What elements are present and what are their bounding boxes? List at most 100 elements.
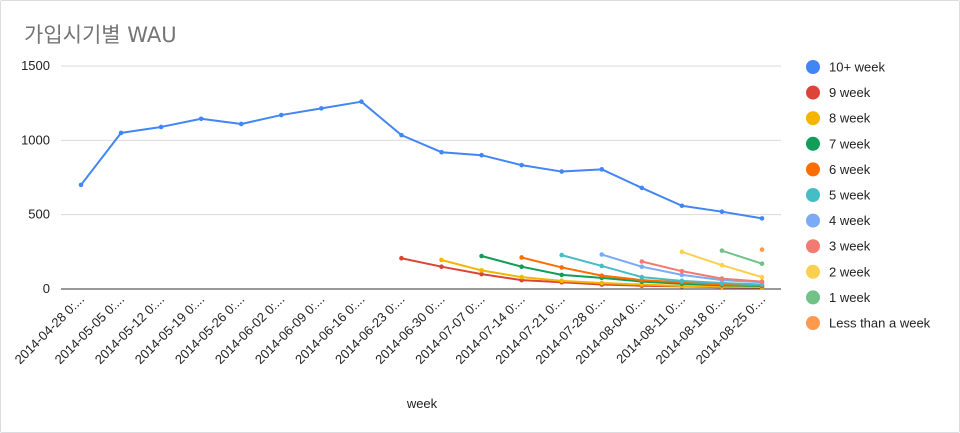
data-point: [639, 185, 645, 191]
legend-label: 4 week: [829, 213, 871, 228]
data-point: [599, 273, 605, 278]
legend-item[interactable]: 6 week: [806, 162, 871, 177]
legend-label: 2 week: [829, 264, 871, 279]
series-10-week: [78, 99, 765, 221]
data-point: [679, 272, 685, 278]
data-point: [719, 248, 725, 253]
data-point: [519, 255, 524, 260]
legend-item[interactable]: 3 week: [806, 239, 871, 254]
legend-label: 8 week: [829, 111, 871, 126]
legend-swatch: [806, 316, 820, 330]
series-line: [80, 100, 763, 220]
x-tick-label: 2014-06-02 0:...: [212, 292, 288, 368]
data-point: [439, 257, 444, 263]
data-point: [559, 272, 565, 278]
x-tick-label: 2014-04-28 0:...: [12, 292, 88, 368]
x-axis-title: week: [406, 396, 438, 411]
series-line: [721, 249, 763, 265]
legend-item[interactable]: 1 week: [806, 290, 871, 305]
x-tick-label: 2014-06-30 0:...: [372, 292, 448, 368]
series-line: [641, 260, 763, 283]
legend-item[interactable]: 9 week: [806, 85, 871, 100]
data-point: [479, 152, 484, 158]
legend-item[interactable]: Less than a week: [806, 316, 931, 331]
data-point: [238, 121, 244, 127]
data-point: [599, 252, 605, 257]
x-tick-label: 2014-06-16 0:...: [292, 292, 368, 368]
data-point: [679, 203, 685, 209]
data-point: [559, 265, 565, 270]
legend-label: 1 week: [829, 290, 871, 305]
legend-swatch: [806, 162, 820, 177]
legend-label: Less than a week: [829, 316, 931, 331]
data-point: [78, 182, 84, 188]
series-5-week: [559, 252, 765, 287]
data-point: [519, 264, 524, 270]
x-tick-label: 2014-05-05 0:...: [52, 292, 128, 368]
legend-label: 7 week: [829, 136, 871, 151]
x-tick-label: 2014-08-11 0:...: [613, 292, 688, 367]
legend-item[interactable]: 2 week: [806, 264, 871, 279]
legend-swatch: [806, 264, 820, 279]
data-point: [479, 268, 484, 273]
data-point: [759, 247, 765, 252]
data-point: [319, 106, 324, 111]
legend-swatch: [806, 239, 820, 254]
data-point: [359, 99, 364, 104]
x-tick-label: 2014-08-04 0:...: [572, 292, 648, 368]
series-less-than-a-week: [759, 247, 765, 252]
legend-swatch: [806, 290, 820, 305]
legend-item[interactable]: 10+ week: [806, 60, 886, 75]
x-tick-label: 2014-07-21 0:...: [492, 292, 568, 368]
legend: 10+ week 9 week 8 week 7 week 6 week 5 week 4 …: [806, 60, 931, 331]
x-tick-label: 2014-05-26 0:...: [172, 292, 248, 368]
data-point: [599, 167, 605, 172]
x-tick-label: 2014-07-14 0:...: [452, 292, 528, 368]
data-point: [559, 169, 565, 174]
data-point: [719, 262, 725, 268]
data-point: [399, 132, 404, 138]
legend-label: 6 week: [829, 162, 871, 177]
data-point: [559, 252, 565, 258]
x-tick-label: 2014-06-09 0:...: [252, 292, 328, 368]
series-2-week: [679, 249, 765, 280]
series-line: [561, 254, 763, 286]
data-point: [519, 274, 524, 280]
legend-item[interactable]: 4 week: [806, 213, 871, 228]
x-axis-ticks: 2014-04-28 0:...2014-05-05 0:...2014-05-…: [12, 292, 769, 368]
x-tick-label: 2014-06-23 0:...: [332, 292, 408, 368]
legend-label: 5 week: [829, 188, 871, 203]
chart-title: 가입시기별 WAU: [24, 23, 177, 47]
data-point: [639, 264, 645, 270]
y-axis-ticks: 0 500 1000 1500: [21, 58, 50, 296]
legend-label: 3 week: [829, 239, 871, 254]
data-point: [439, 264, 444, 270]
legend-swatch: [806, 188, 820, 202]
legend-item[interactable]: 5 week: [806, 188, 871, 203]
x-tick-label: 2014-05-12 0:...: [92, 292, 168, 368]
legend-swatch: [806, 85, 820, 100]
data-point: [118, 130, 124, 136]
y-tick-label: 1000: [21, 132, 50, 147]
series-1-week: [719, 248, 765, 267]
data-point: [439, 149, 444, 155]
data-point: [759, 261, 765, 267]
legend-item[interactable]: 7 week: [806, 136, 871, 151]
legend-label: 10+ week: [829, 60, 886, 75]
legend-swatch: [806, 60, 820, 74]
y-tick-label: 500: [28, 207, 50, 222]
series-3-week: [639, 259, 765, 284]
x-tick-label: 2014-08-25 0:...: [693, 292, 769, 368]
data-point: [158, 124, 164, 130]
data-point: [399, 255, 404, 261]
data-point: [679, 268, 685, 274]
data-point: [759, 274, 765, 280]
data-point: [278, 112, 284, 118]
series-lines: [78, 99, 765, 290]
data-point: [759, 216, 765, 221]
data-point: [479, 271, 484, 277]
data-point: [679, 249, 685, 255]
legend-item[interactable]: 8 week: [806, 111, 871, 126]
legend-swatch: [806, 213, 820, 228]
